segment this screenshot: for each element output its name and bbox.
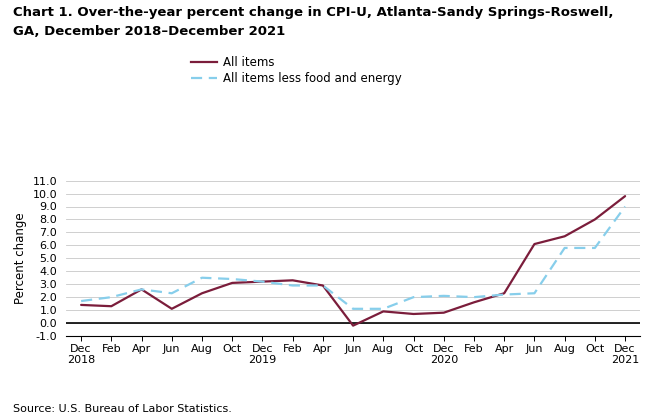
Legend: All items, All items less food and energy: All items, All items less food and energ… — [191, 56, 401, 85]
Text: Source: U.S. Bureau of Labor Statistics.: Source: U.S. Bureau of Labor Statistics. — [13, 404, 232, 414]
Y-axis label: Percent change: Percent change — [14, 213, 27, 304]
Text: GA, December 2018–December 2021: GA, December 2018–December 2021 — [13, 25, 285, 38]
Text: Chart 1. Over-the-year percent change in CPI-U, Atlanta-Sandy Springs-Roswell,: Chart 1. Over-the-year percent change in… — [13, 6, 614, 19]
